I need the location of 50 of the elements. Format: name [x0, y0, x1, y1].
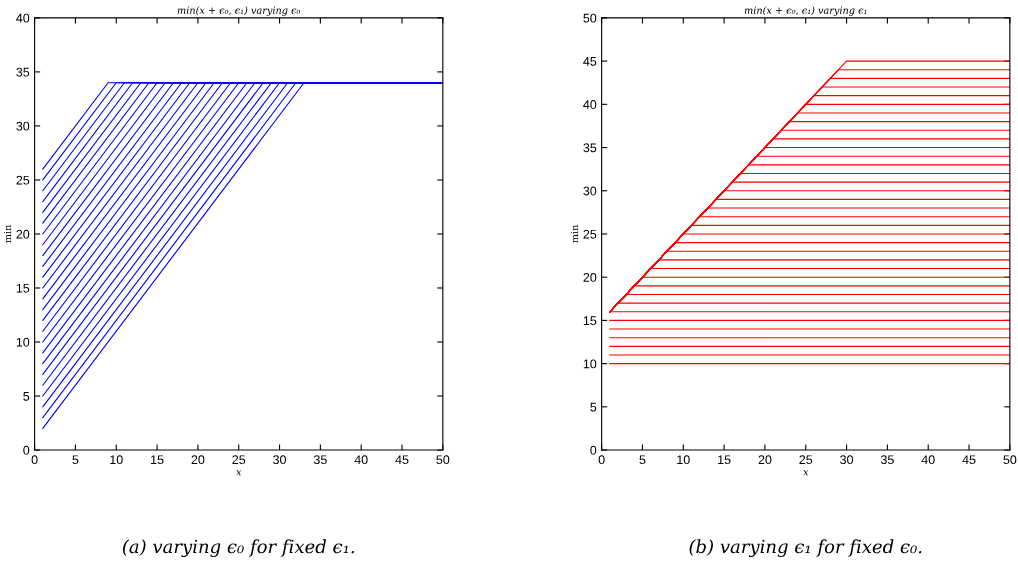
x-tick-label: 50 [1003, 455, 1017, 465]
x-axis-title: x [236, 470, 242, 476]
y-tick-label: 5 [23, 391, 30, 401]
x-tick-label: 10 [677, 455, 690, 465]
y-tick-label: 25 [16, 175, 30, 185]
y-tick-label: 40 [583, 100, 597, 109]
y-tick-label: 25 [583, 229, 597, 239]
y-tick-label: 30 [583, 186, 597, 196]
x-tick-label: 15 [718, 455, 731, 465]
x-tick-label: 20 [758, 455, 772, 465]
x-tick-label: 40 [354, 455, 368, 465]
x-axis-title: x [803, 470, 809, 476]
x-tick-label: 10 [110, 455, 123, 465]
y-tick-label: 40 [16, 13, 30, 23]
y-tick-label: 15 [16, 283, 30, 293]
y-tick-label: 5 [590, 402, 597, 412]
y-axis-title: min [570, 224, 579, 243]
y-tick-label: 10 [583, 359, 597, 369]
x-tick-label: 35 [313, 455, 327, 465]
x-tick-label: 35 [880, 455, 894, 465]
x-tick-label: 25 [799, 455, 813, 465]
y-tick-label: 50 [583, 13, 597, 23]
chart-title: min(x + ϵ₀, ϵ₁) varying ϵ₀ [177, 6, 301, 16]
x-tick-label: 0 [598, 455, 605, 465]
y-tick-label: 45 [583, 57, 597, 66]
y-axis-title: min [3, 224, 12, 243]
y-tick-label: 35 [16, 67, 30, 77]
x-tick-label: 30 [273, 455, 287, 465]
x-tick-label: 15 [151, 455, 164, 465]
x-tick-label: 5 [72, 455, 79, 465]
y-tick-label: 0 [590, 445, 597, 455]
y-tick-label: 30 [16, 121, 30, 131]
y-tick-label: 15 [583, 316, 597, 326]
x-tick-label: 5 [639, 455, 646, 465]
y-tick-label: 35 [583, 143, 597, 153]
text: (a) varying ϵ₀ for fixed ϵ₁. [122, 539, 354, 558]
x-tick-label: 0 [31, 455, 38, 465]
y-tick-label: 20 [583, 272, 597, 282]
x-tick-label: 25 [232, 455, 246, 465]
x-tick-label: 30 [840, 455, 854, 465]
y-tick-label: 0 [23, 445, 30, 455]
x-tick-label: 40 [921, 455, 935, 465]
x-tick-label: 50 [436, 455, 450, 465]
x-tick-label: 45 [962, 455, 976, 465]
x-tick-label: 45 [395, 455, 409, 465]
chart-title: min(x + ϵ₀, ϵ₁) varying ϵ₁ [744, 6, 867, 16]
y-tick-label: 10 [16, 337, 30, 347]
x-tick-label: 20 [191, 455, 205, 465]
text: (b) varying ϵ₁ for fixed ϵ₀. [689, 539, 922, 558]
y-tick-label: 20 [16, 229, 30, 239]
